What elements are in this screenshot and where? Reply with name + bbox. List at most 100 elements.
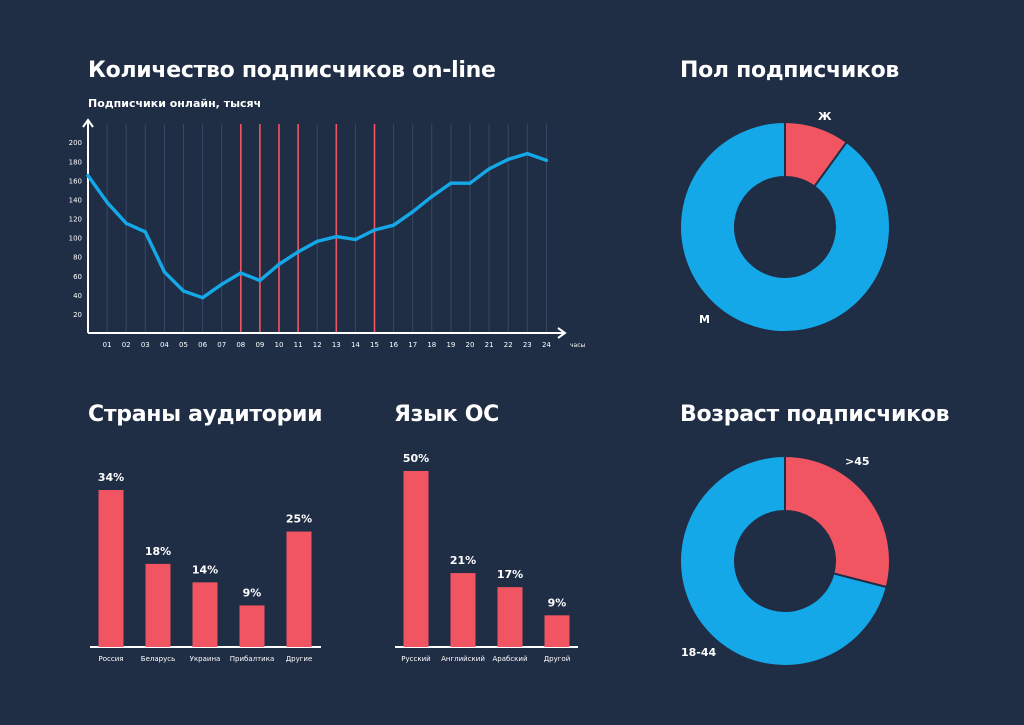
y-tick-label: 120 <box>69 216 82 224</box>
x-tick-label: 11 <box>294 341 303 349</box>
x-axis-label: часы <box>570 342 586 349</box>
bar-value-label: 9% <box>548 596 567 609</box>
bar-category-label: Другой <box>544 655 571 663</box>
data-point <box>143 230 147 234</box>
x-tick-label: 18 <box>427 341 436 349</box>
data-point <box>544 158 549 163</box>
bar-value-label: 18% <box>145 545 171 558</box>
x-tick-label: 22 <box>504 341 513 349</box>
x-tick-label: 19 <box>446 341 455 349</box>
x-tick-label: 13 <box>332 341 341 349</box>
x-tick-label: 06 <box>198 341 207 349</box>
bar <box>286 531 312 647</box>
x-axis-arrow <box>557 327 567 339</box>
bar <box>239 605 265 647</box>
data-point <box>506 157 510 162</box>
bar-category-label: Россия <box>99 655 124 663</box>
bar <box>145 563 171 647</box>
bar <box>450 573 476 647</box>
x-tick-label: 04 <box>160 341 169 349</box>
x-tick-label: 14 <box>351 341 360 349</box>
data-point <box>372 228 377 232</box>
data-point <box>430 194 434 199</box>
x-tick-label: 03 <box>141 341 150 349</box>
data-point <box>239 271 243 275</box>
bar-value-label: 50% <box>403 452 429 465</box>
bar-value-label: 34% <box>98 471 124 484</box>
y-tick-label: 60 <box>73 273 82 281</box>
donut-label: Ж <box>818 110 832 123</box>
x-tick-label: 20 <box>466 341 475 349</box>
y-tick-label: 20 <box>73 311 82 319</box>
donut-slice <box>784 454 891 589</box>
bar-value-label: 17% <box>497 568 523 581</box>
bar-category-label: Английский <box>441 655 485 663</box>
x-tick-label: 12 <box>313 341 322 349</box>
data-point <box>411 210 415 214</box>
y-tick-label: 160 <box>69 177 82 185</box>
bar-category-label: Арабский <box>492 655 527 663</box>
data-point <box>124 221 128 225</box>
y-tick-label: 100 <box>69 235 82 243</box>
data-point <box>296 250 300 254</box>
x-tick-label: 16 <box>389 341 398 349</box>
donut-label: >45 <box>845 455 870 468</box>
x-tick-label: 02 <box>122 341 131 349</box>
x-tick-label: 01 <box>103 341 112 349</box>
bar-value-label: 21% <box>450 554 476 567</box>
bar-value-label: 25% <box>286 513 312 526</box>
bar <box>403 471 429 647</box>
y-tick-label: 80 <box>73 254 82 262</box>
bar-category-label: Прибалтика <box>230 655 274 663</box>
online-chart-title: Количество подписчиков on-line <box>88 58 496 83</box>
x-tick-label: 24 <box>542 341 551 349</box>
donut-slice <box>679 120 891 333</box>
countries-chart-title: Страны аудитории <box>88 402 323 427</box>
data-point <box>353 237 358 242</box>
y-tick-label: 200 <box>69 139 82 147</box>
data-point <box>86 173 90 178</box>
data-point <box>468 181 472 185</box>
donut-label: М <box>699 313 710 326</box>
x-tick-label: 10 <box>275 341 284 349</box>
bar-value-label: 9% <box>243 586 262 599</box>
data-point <box>162 270 167 274</box>
y-tick-label: 180 <box>69 158 82 166</box>
data-point <box>391 223 396 227</box>
data-point <box>258 278 262 283</box>
y-axis-arrow <box>82 118 94 128</box>
bar-category-label: Другие <box>286 655 313 663</box>
y-tick-label: 40 <box>73 292 82 300</box>
x-tick-label: 05 <box>179 341 188 349</box>
x-tick-label: 17 <box>408 341 417 349</box>
x-tick-label: 09 <box>255 341 264 349</box>
bar-category-label: Украина <box>190 655 221 663</box>
bar-category-label: Русский <box>401 655 430 663</box>
data-point <box>487 167 491 171</box>
y-tick-label: 140 <box>69 196 82 204</box>
donut-slice <box>679 454 888 667</box>
data-point <box>277 262 281 267</box>
data-point <box>220 282 224 287</box>
data-point <box>315 239 319 244</box>
data-point <box>449 181 453 185</box>
donut-label: 18-44 <box>681 646 717 659</box>
os-chart-title: Язык ОС <box>394 402 499 427</box>
bar-category-label: Беларусь <box>141 655 175 663</box>
x-tick-label: 07 <box>217 341 226 349</box>
age-chart-title: Возраст подписчиков <box>680 402 950 427</box>
x-tick-label: 08 <box>236 341 245 349</box>
bar <box>497 587 523 647</box>
x-tick-label: 15 <box>370 341 379 349</box>
x-tick-label: 23 <box>523 341 532 349</box>
data-point <box>525 151 529 156</box>
bar-value-label: 14% <box>192 563 218 576</box>
bar <box>98 490 124 647</box>
data-point <box>200 296 205 300</box>
bar <box>192 582 218 647</box>
